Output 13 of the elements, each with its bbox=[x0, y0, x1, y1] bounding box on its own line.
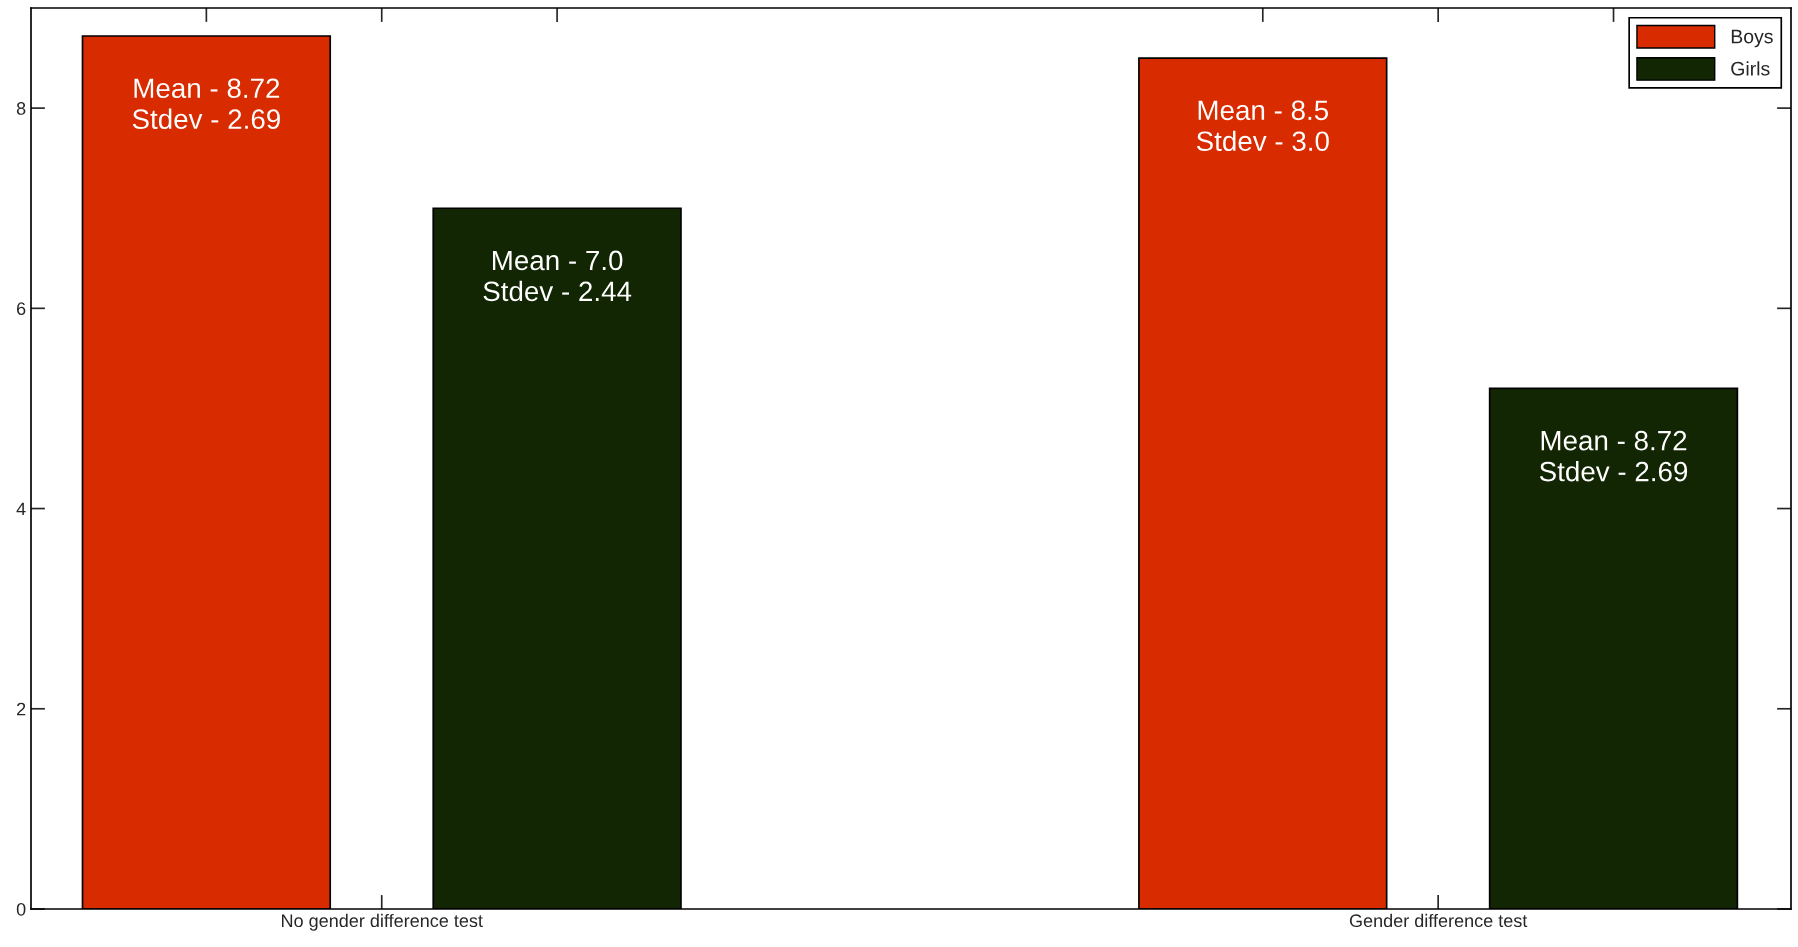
data-label: Mean - 8.72 Stdev - 2.69 bbox=[132, 78, 280, 130]
y-tick-label: 2 bbox=[17, 702, 26, 716]
data-label: Mean - 7.0 Stdev - 2.44 bbox=[483, 250, 632, 302]
legend-label: Boys bbox=[1731, 29, 1773, 48]
data-label: Mean - 8.72 Stdev - 2.69 bbox=[1539, 430, 1688, 482]
y-tick-label: 8 bbox=[16, 102, 26, 115]
legend-label: Girls bbox=[1731, 61, 1770, 76]
data-label: Mean - 8.5 Stdev - 3.0 bbox=[1196, 100, 1329, 152]
x-tick-label: No gender difference test bbox=[282, 913, 483, 931]
x-tick-label: Gender difference test bbox=[1349, 913, 1528, 928]
y-tick-label: 6 bbox=[17, 302, 26, 316]
y-tick-label: 4 bbox=[16, 502, 26, 516]
y-tick-label: 0 bbox=[16, 902, 26, 916]
